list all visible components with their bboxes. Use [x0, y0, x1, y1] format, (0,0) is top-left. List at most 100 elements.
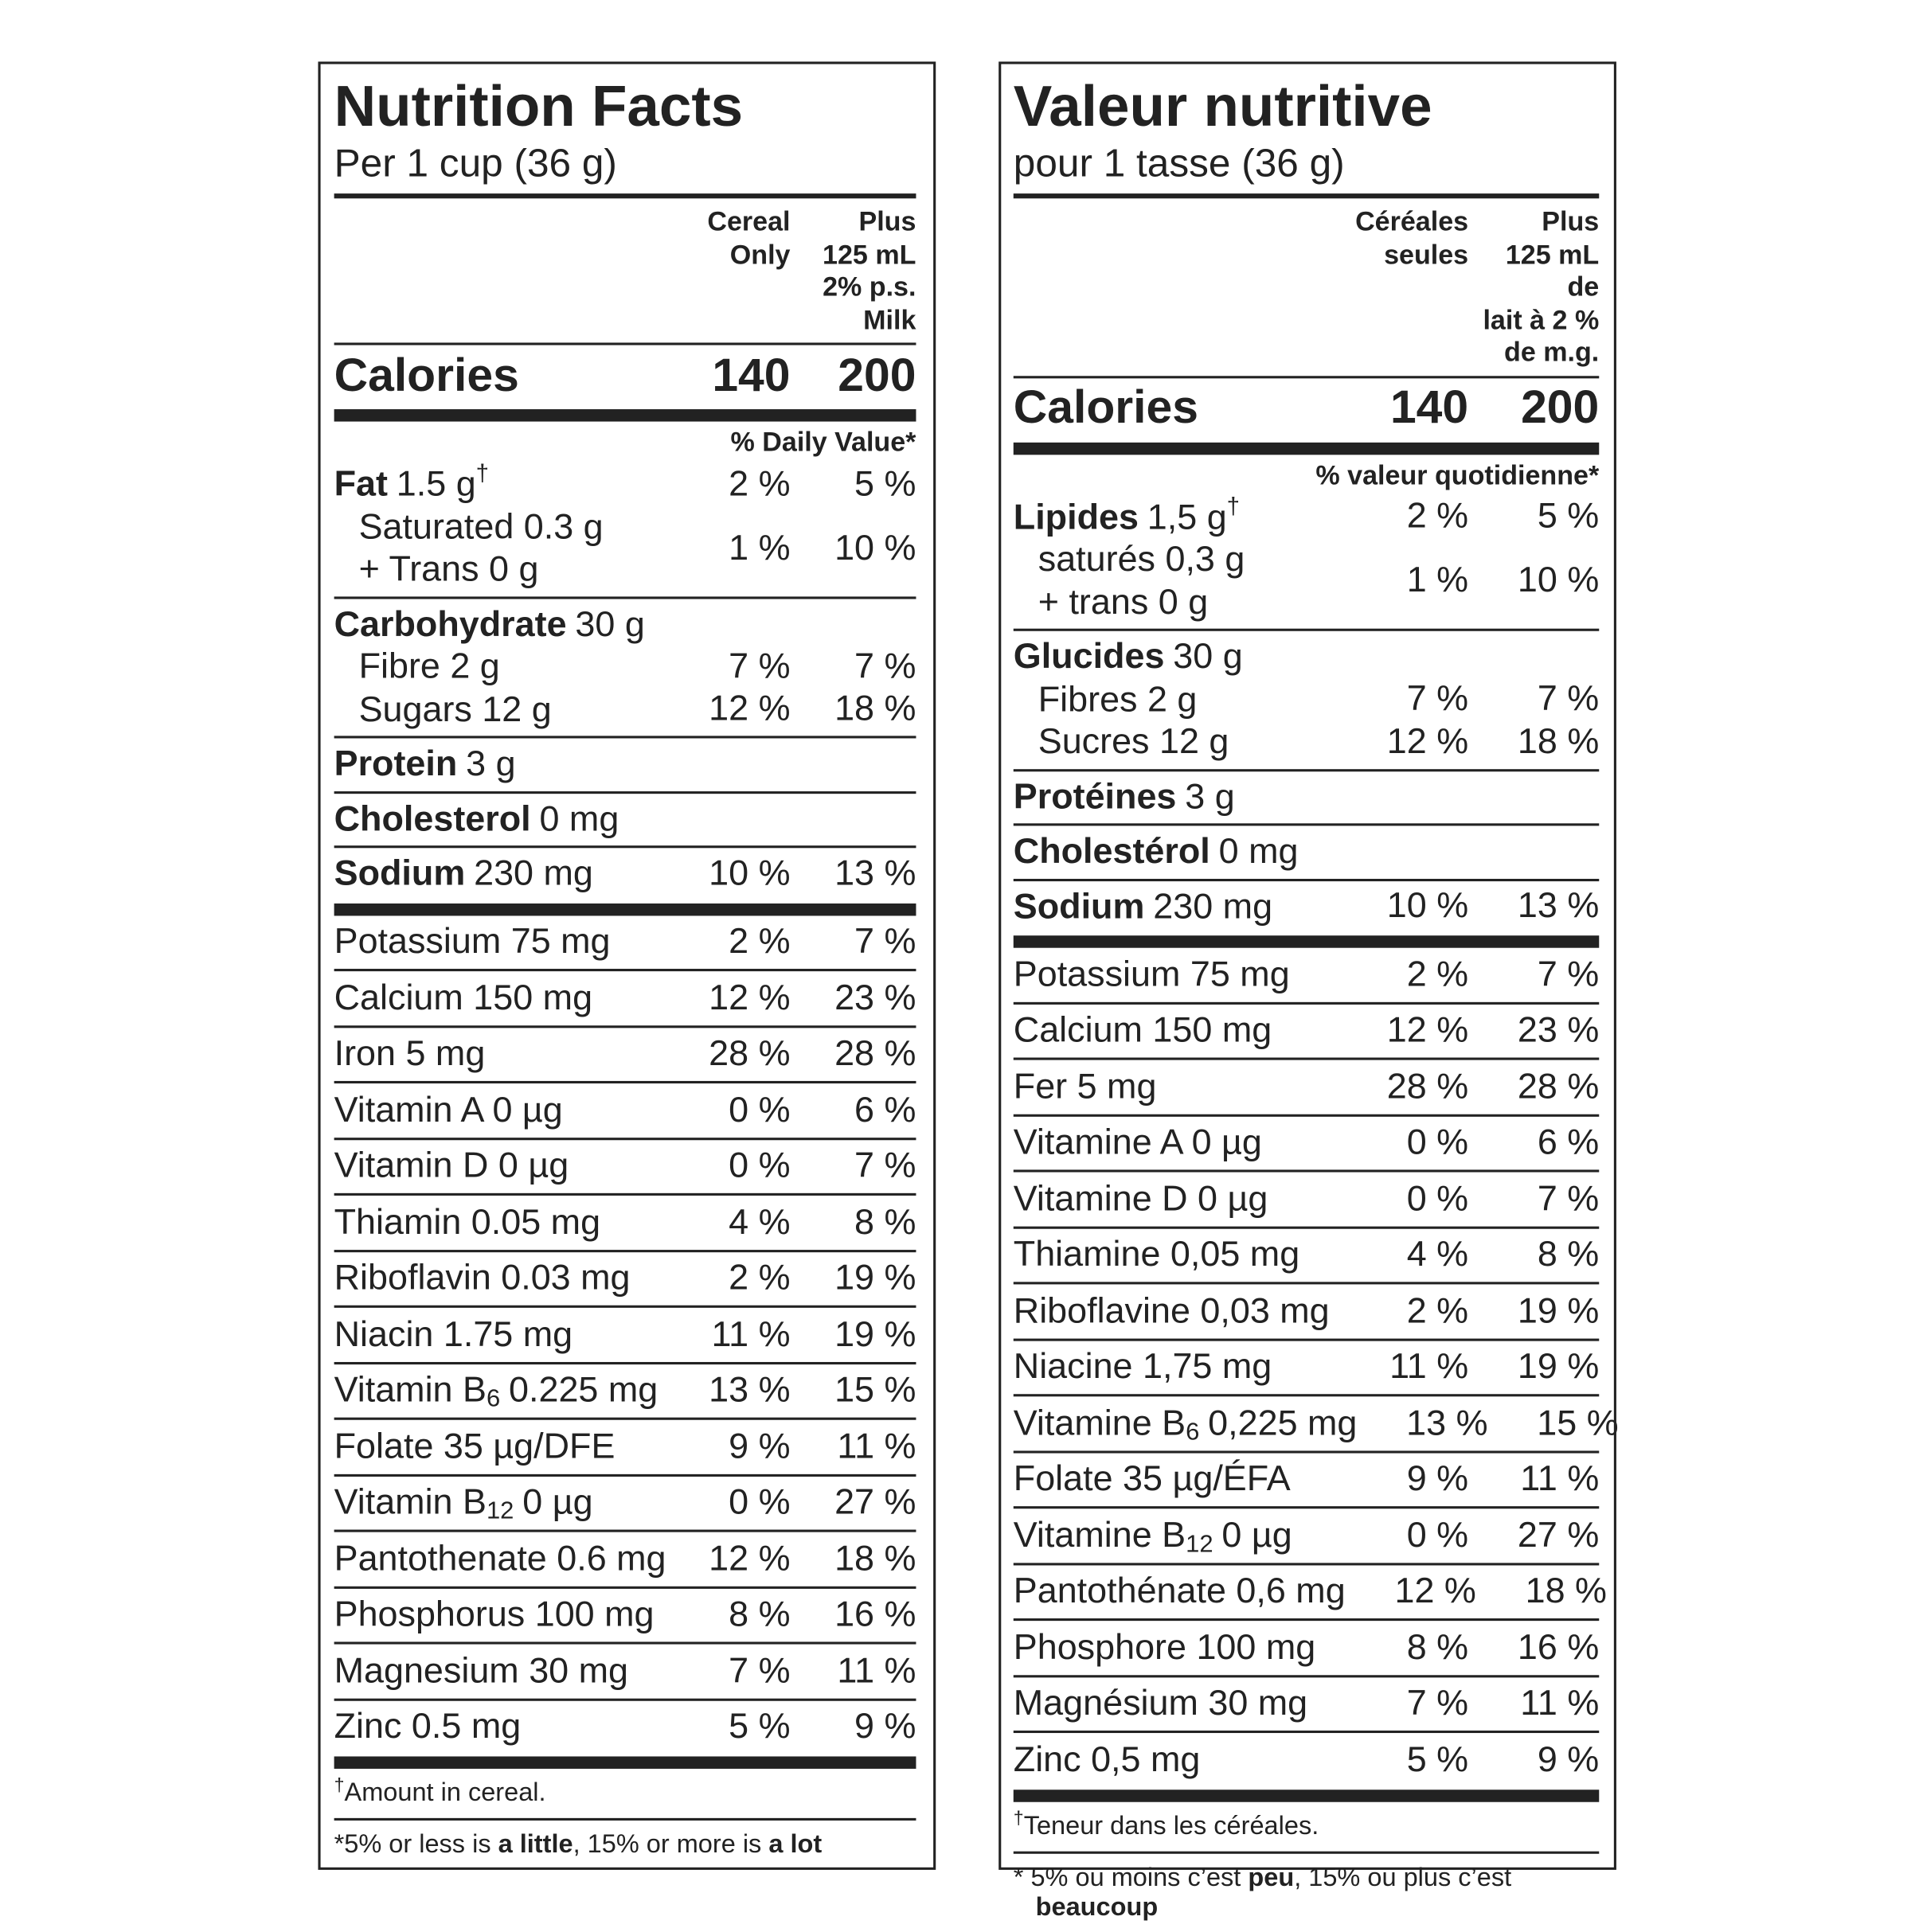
daily-value: 12 % — [1394, 1571, 1476, 1612]
column-header-line: lait à 2 % — [1483, 303, 1600, 335]
calories-value: 200 — [838, 349, 916, 401]
nutrient-line: Saturated 0.3 g — [358, 507, 604, 547]
daily-value: 10 % — [1386, 886, 1469, 927]
nutrient-label: Thiamin 0.05 mg — [334, 1202, 601, 1243]
nutrient-name: Pantothénate 0,6 mg — [1014, 1572, 1346, 1613]
nutrient-line: Cholestérol 0 mg — [1014, 831, 1599, 873]
nutrient-name: Vitamin B6 0.225 mg — [334, 1371, 667, 1411]
daily-value: 7 % — [854, 922, 916, 962]
nutrient-name: Fer 5 mg — [1014, 1067, 1338, 1108]
nutrient-name: Magnesium 30 mg — [334, 1651, 667, 1692]
vitamin-row: Vitamin B6 0.225 mg 13 % 15 % — [334, 1364, 916, 1420]
footnote-part: , 15% or more is — [573, 1830, 769, 1859]
nutrient-name: Phosphorus 100 mg — [334, 1595, 667, 1636]
daily-value: 11 % — [1520, 1459, 1600, 1500]
nutrient-group: Cholesterol 0 mg — [334, 793, 916, 849]
nutrient-label: Calcium 150 mg — [1013, 1011, 1272, 1051]
subscript: 6 — [1186, 1418, 1200, 1446]
nutrient-group: Fat 1.5 g† 2 % 5 % Saturated 0.3 g + Trans 0 … — [334, 459, 916, 599]
nutrient-name: Saturated 0.3 g + Trans 0 g — [334, 506, 667, 591]
serving-size: pour 1 tasse (36 g) — [1013, 140, 1345, 185]
column-header-line: Only — [729, 238, 791, 270]
nutrient-row: Sodium 230 mg 10 % 13 % — [334, 853, 916, 895]
daily-value: 28 % — [709, 1034, 791, 1075]
nutrient-name: Magnésium 30 mg — [1014, 1684, 1338, 1724]
nutrient-label: Riboflavin 0.03 mg — [334, 1259, 631, 1298]
daily-value: 18 % — [1517, 721, 1600, 762]
rule — [334, 342, 916, 345]
dagger: † — [475, 461, 490, 487]
vitamin-row: Niacine 1,75 mg 11 % 19 % — [1013, 1341, 1600, 1397]
nutrient-line: Protein 3 g — [334, 744, 916, 786]
daily-value: 7 % — [1537, 1179, 1600, 1219]
nutrient-row: Cholesterol 0 mg — [334, 798, 916, 841]
daily-value: 23 % — [834, 978, 916, 1018]
nutrient-bold: Cholestérol — [1013, 832, 1210, 872]
daily-value: 0 % — [729, 1146, 791, 1186]
column-header-line: de m.g. — [1504, 336, 1600, 368]
nutrient-label: Magnésium 30 mg — [1013, 1684, 1308, 1724]
vitamin-row: Pantothénate 0,6 mg 12 % 18 % — [1013, 1565, 1607, 1622]
footnote-part: a little — [498, 1830, 573, 1859]
nutrient-bold: Sodium — [1013, 887, 1145, 927]
nutrient-line: Sodium 230 mg — [1014, 886, 1338, 928]
nutrient-label: Potassium 75 mg — [334, 922, 611, 962]
column-header-line: Milk — [863, 303, 916, 335]
nutrient-name: Calcium 150 mg — [334, 978, 667, 1019]
nutrient-bold: Sodium — [334, 854, 466, 894]
daily-value: 7 % — [1406, 1684, 1469, 1724]
nutrient-name: Calcium 150 mg — [1014, 1011, 1338, 1052]
vitamin-row: Iron 5 mg 28 % 28 % — [334, 1028, 916, 1084]
nutrient-name: Vitamine B6 0,225 mg — [1014, 1403, 1358, 1444]
daily-value: 0 % — [1406, 1516, 1469, 1555]
nutrient-label: Magnesium 30 mg — [334, 1651, 628, 1691]
title: Valeur nutritive — [1013, 72, 1432, 139]
vitamin-row: Zinc 0.5 mg 5 % 9 % — [334, 1700, 916, 1754]
bar — [334, 1756, 916, 1769]
nutrient-line: Sodium 230 mg — [334, 853, 667, 895]
nutrient-name: Pantothenate 0.6 mg — [334, 1540, 667, 1580]
nutrient-amount: 0 mg — [539, 799, 619, 839]
daily-value: 10 % — [709, 853, 791, 894]
daily-value: 2 % — [729, 464, 791, 504]
nutrient-name: Vitamin B12 0 µg — [334, 1483, 667, 1524]
nutrient-label: Pantothénate 0,6 mg — [1013, 1571, 1346, 1612]
daily-value: 13 % — [709, 1371, 791, 1411]
nutrient-label: Sugars 12 g — [358, 689, 552, 729]
daily-value: 7 % — [1537, 954, 1600, 995]
nutrient-name: Protein 3 g — [334, 744, 916, 786]
nutrient-group: Protéines 3 g — [1013, 771, 1600, 826]
nutrient-row: saturés 0,3 g + trans 0 g 1 % 10 % — [1014, 539, 1600, 624]
bar — [334, 409, 916, 422]
nutrient-row: Saturated 0.3 g + Trans 0 g 1 % 10 % — [334, 506, 916, 591]
vitamin-row: Niacin 1.75 mg 11 % 19 % — [334, 1308, 916, 1364]
daily-value: 12 % — [1386, 721, 1469, 762]
nutrient-label: Vitamin B — [334, 1371, 487, 1411]
daily-value: 11 % — [837, 1427, 916, 1467]
vitamin-row: Vitamine B6 0,225 mg 13 % 15 % — [1013, 1396, 1619, 1453]
vitamin-row: Vitamine B12 0 µg 0 % 27 % — [1013, 1509, 1600, 1565]
daily-value: 8 % — [729, 1595, 791, 1635]
nutrient-group: Protein 3 g — [334, 738, 916, 794]
bar — [1013, 935, 1600, 948]
vitamin-row: Thiamine 0,05 mg 4 % 8 % — [1013, 1228, 1600, 1285]
footnote: †Amount in cereal. — [334, 1769, 916, 1821]
nutrient-bold: Lipides — [1013, 497, 1139, 537]
column-header: Plus 125 mL 2% p.s. Milk — [791, 206, 916, 337]
footnote-part: peu — [1248, 1863, 1295, 1891]
nutrient-line: Fibre 2 g — [359, 646, 667, 688]
vitamin-row: Phosphorus 100 mg 8 % 16 % — [334, 1588, 916, 1645]
nutrient-label: Iron 5 mg — [334, 1034, 486, 1075]
daily-value: 19 % — [1517, 1291, 1600, 1331]
daily-value: 28 % — [1386, 1067, 1469, 1107]
nutrient-label: Vitamin B — [334, 1483, 487, 1523]
daily-value: 15 % — [1537, 1403, 1619, 1443]
nutrient-bold: Protein — [334, 744, 458, 784]
nutrient-label: Phosphorus 100 mg — [334, 1595, 655, 1635]
vitamin-row: Fer 5 mg 28 % 28 % — [1013, 1060, 1600, 1117]
nutrient-bold: Glucides — [1013, 637, 1165, 677]
nutrient-label: Potassium 75 mg — [1013, 954, 1290, 995]
vitamin-row: Folate 35 µg/ÉFA 9 % 11 % — [1013, 1453, 1600, 1509]
daily-value: 7 % — [1537, 679, 1600, 720]
